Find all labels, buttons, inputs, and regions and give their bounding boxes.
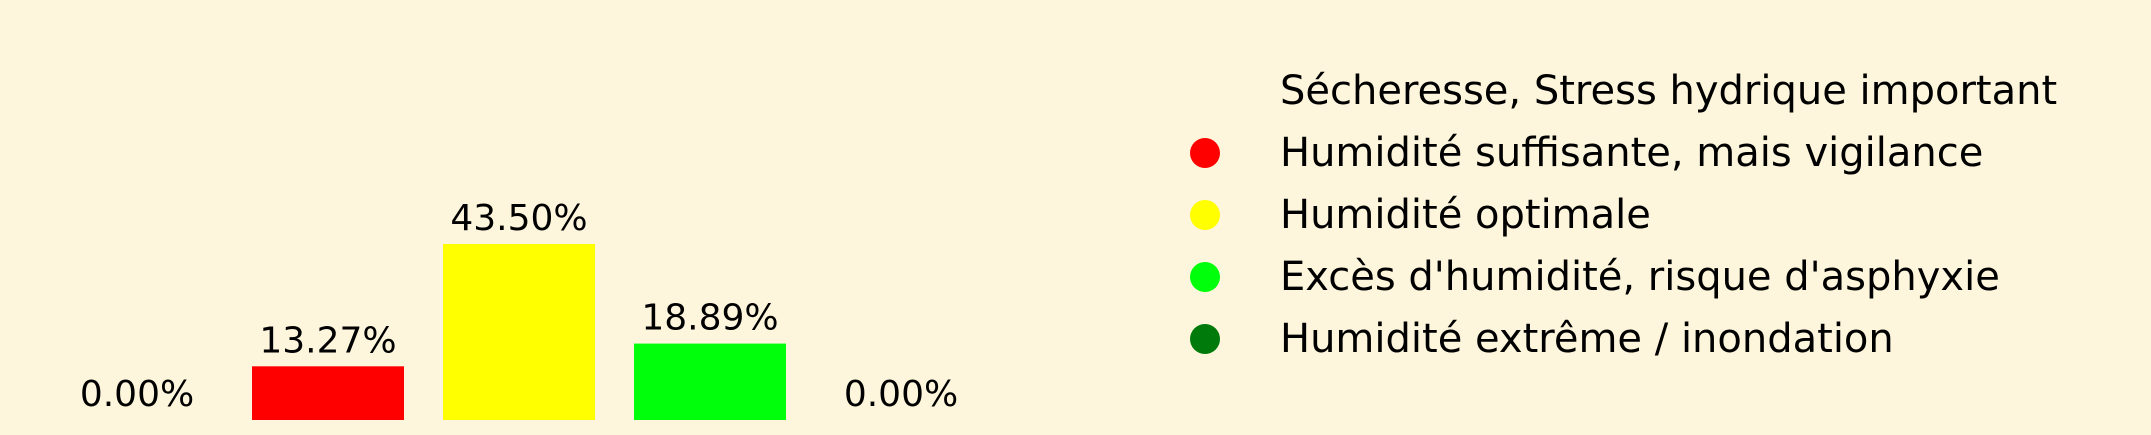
legend-label: Humidité extrême / inondation — [1280, 316, 1894, 362]
chart-legend: Sécheresse, Stress hydrique important Hu… — [1190, 60, 2057, 370]
legend-label: Excès d'humidité, risque d'asphyxie — [1280, 254, 2000, 300]
legend-item: Humidité optimale — [1190, 184, 2057, 246]
bar — [252, 366, 404, 420]
legend-swatch — [1190, 76, 1220, 106]
legend-swatch — [1190, 324, 1220, 354]
bar — [443, 244, 595, 420]
legend-label: Sécheresse, Stress hydrique important — [1280, 68, 2058, 114]
bar-chart-plot: 0.00% 13.27% 43.50% 18.89% 0.00% — [80, 198, 958, 420]
bar-value-label: 18.89% — [641, 298, 778, 339]
legend-item: Sécheresse, Stress hydrique important — [1190, 60, 2057, 122]
bar — [634, 343, 786, 420]
legend-item: Excès d'humidité, risque d'asphyxie — [1190, 246, 2057, 308]
bar-value-label: 13.27% — [259, 320, 396, 361]
legend-swatch — [1190, 138, 1220, 168]
bar-value-label: 0.00% — [80, 374, 194, 415]
bar-value-label: 43.50% — [450, 198, 587, 239]
legend-swatch — [1190, 262, 1220, 292]
legend-swatch — [1190, 200, 1220, 230]
legend-label: Humidité optimale — [1280, 192, 1651, 238]
legend-label: Humidité suffisante, mais vigilance — [1280, 130, 1984, 176]
legend-item: Humidité extrême / inondation — [1190, 308, 2057, 370]
legend-item: Humidité suffisante, mais vigilance — [1190, 122, 2057, 184]
bar-value-label: 0.00% — [844, 374, 958, 415]
